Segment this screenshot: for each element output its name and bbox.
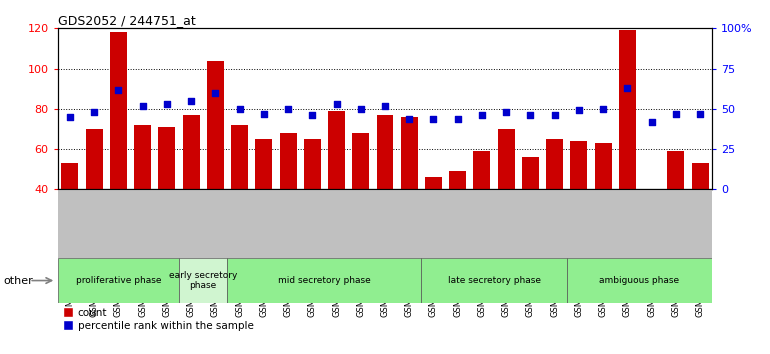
Point: [233, 106, 246, 112]
Point: [330, 101, 343, 107]
Bar: [497, 129, 514, 189]
Point: [451, 116, 464, 121]
Point: [476, 113, 488, 118]
Bar: [304, 139, 321, 189]
Bar: [353, 133, 370, 189]
Point: [621, 85, 634, 91]
Text: late secretory phase: late secretory phase: [447, 276, 541, 285]
Text: proliferative phase: proliferative phase: [75, 276, 161, 285]
Bar: [182, 115, 199, 189]
Point: [500, 109, 512, 115]
Bar: [571, 141, 588, 189]
Point: [64, 114, 76, 120]
Point: [694, 111, 706, 116]
Bar: [85, 129, 102, 189]
Bar: [110, 32, 127, 189]
Point: [258, 111, 270, 116]
Text: GDS2052 / 244751_at: GDS2052 / 244751_at: [58, 14, 196, 27]
Point: [112, 87, 125, 92]
Bar: [134, 125, 151, 189]
Bar: [179, 258, 227, 303]
Bar: [377, 115, 393, 189]
Legend: count, percentile rank within the sample: count, percentile rank within the sample: [63, 308, 253, 331]
Bar: [449, 171, 466, 189]
Point: [306, 113, 319, 118]
Text: ambiguous phase: ambiguous phase: [600, 276, 680, 285]
Bar: [522, 157, 539, 189]
Point: [185, 98, 197, 104]
Bar: [546, 139, 563, 189]
Point: [403, 116, 415, 121]
Point: [548, 113, 561, 118]
Bar: [567, 258, 712, 303]
Text: other: other: [4, 275, 34, 286]
Point: [524, 113, 537, 118]
Point: [379, 103, 391, 108]
Point: [573, 108, 585, 113]
Bar: [62, 163, 79, 189]
Point: [88, 109, 100, 115]
Point: [597, 106, 609, 112]
Bar: [159, 127, 176, 189]
Bar: [58, 258, 179, 303]
Point: [136, 103, 149, 108]
Bar: [474, 151, 490, 189]
Bar: [256, 139, 273, 189]
Bar: [668, 151, 685, 189]
Bar: [280, 133, 296, 189]
Text: mid secretory phase: mid secretory phase: [278, 276, 371, 285]
Point: [670, 111, 682, 116]
Text: early secretory
phase: early secretory phase: [169, 271, 237, 290]
Bar: [594, 143, 611, 189]
Bar: [227, 258, 421, 303]
Bar: [207, 61, 224, 189]
Point: [209, 90, 222, 96]
Bar: [425, 177, 442, 189]
Point: [161, 101, 173, 107]
Bar: [400, 117, 417, 189]
Bar: [421, 258, 567, 303]
Bar: [328, 111, 345, 189]
Bar: [691, 163, 708, 189]
Point: [645, 119, 658, 125]
Bar: [231, 125, 248, 189]
Point: [427, 116, 440, 121]
Point: [355, 106, 367, 112]
Point: [282, 106, 294, 112]
Bar: [619, 30, 636, 189]
